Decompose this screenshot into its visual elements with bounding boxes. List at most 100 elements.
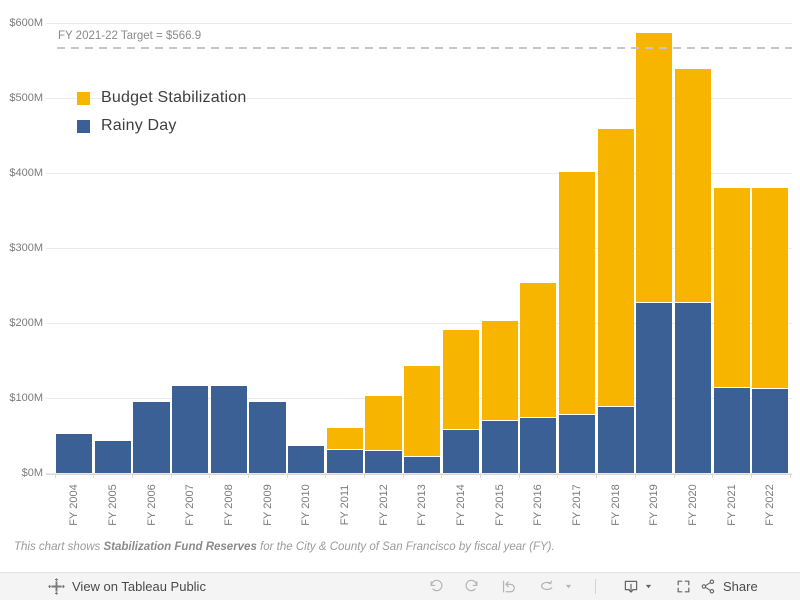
x-axis-label-fy-2017: FY 2017	[570, 484, 583, 526]
x-axis-tickmark	[480, 474, 482, 478]
tableau-logo-icon	[48, 578, 65, 595]
bar-segment-rainy-day-fy-2011[interactable]	[326, 449, 363, 474]
gridline-400	[46, 172, 792, 174]
x-axis-tickmark	[132, 474, 133, 478]
bar-segment-budget-stabilization-fy-2020[interactable]	[674, 69, 712, 302]
tableau-toolbar: View on Tableau Public	[0, 572, 800, 600]
bar-segment-rainy-day-fy-2009[interactable]	[249, 401, 286, 474]
bar-segment-budget-stabilization-fy-2015[interactable]	[481, 320, 518, 420]
x-axis-tickmark	[596, 474, 598, 478]
fullscreen-button[interactable]	[670, 573, 696, 600]
gridline-0	[46, 472, 792, 474]
x-axis-label-fy-2006: FY 2006	[145, 484, 158, 526]
legend-swatch-rainy-day	[77, 119, 90, 133]
bar-segment-rainy-day-fy-2015[interactable]	[481, 420, 518, 473]
fullscreen-icon	[677, 580, 689, 593]
download-menu-button[interactable]	[640, 573, 656, 600]
bar-segment-budget-stabilization-fy-2018[interactable]	[597, 128, 634, 406]
share-button[interactable]: Share	[700, 573, 758, 600]
legend-swatch-budget-stabilization	[77, 91, 90, 105]
x-axis-label-fy-2016: FY 2016	[532, 484, 545, 526]
gridline-300	[46, 247, 792, 249]
legend-item-budget-stabilization[interactable]: Budget Stabilization	[77, 87, 246, 109]
share-icon	[701, 579, 715, 594]
legend-label: Rainy Day	[101, 117, 177, 134]
x-axis-label-fy-2018: FY 2018	[609, 484, 622, 526]
bar-segment-rainy-day-fy-2008[interactable]	[210, 386, 247, 473]
x-axis-tickmark	[93, 474, 95, 478]
x-axis-label-fy-2021: FY 2021	[725, 484, 738, 526]
bar-segment-rainy-day-fy-2010[interactable]	[288, 446, 325, 473]
caret-down-icon	[645, 584, 651, 589]
bar-segment-budget-stabilization-fy-2021[interactable]	[713, 187, 750, 388]
redo-button[interactable]	[458, 573, 484, 600]
bar-segment-budget-stabilization-fy-2017[interactable]	[558, 172, 595, 415]
bar-segment-budget-stabilization-fy-2012[interactable]	[365, 395, 402, 451]
undo-button[interactable]	[423, 573, 449, 600]
caret-down-icon	[565, 584, 571, 589]
x-axis-label-fy-2011: FY 2011	[338, 484, 351, 526]
x-axis-label-fy-2012: FY 2012	[377, 484, 390, 526]
x-axis-label-fy-2019: FY 2019	[648, 484, 661, 526]
bar-segment-rainy-day-fy-2018[interactable]	[597, 407, 634, 473]
x-axis-tickmark	[364, 474, 365, 478]
bar-segment-budget-stabilization-fy-2016[interactable]	[520, 283, 557, 418]
redo-icon	[465, 579, 477, 592]
bar-segment-budget-stabilization-fy-2013[interactable]	[404, 365, 441, 456]
bar-segment-rainy-day-fy-2016[interactable]	[520, 418, 557, 474]
x-axis-tickmark	[402, 474, 404, 478]
y-axis-tick-500m: $500M	[9, 92, 43, 104]
toolbar-separator	[595, 579, 596, 594]
x-axis-label-fy-2014: FY 2014	[454, 484, 467, 526]
x-axis-tickmark	[673, 474, 675, 478]
x-axis-tickmark	[750, 474, 752, 478]
x-axis-label-fy-2008: FY 2008	[222, 484, 235, 526]
bar-segment-rainy-day-fy-2012[interactable]	[365, 451, 402, 474]
download-button[interactable]	[618, 573, 644, 600]
bar-segment-rainy-day-fy-2017[interactable]	[558, 415, 595, 474]
refresh-button[interactable]	[533, 573, 559, 600]
x-axis-label-fy-2007: FY 2007	[184, 484, 197, 526]
view-on-tableau-public-button[interactable]: View on Tableau Public	[48, 573, 206, 600]
bar-segment-rainy-day-fy-2021[interactable]	[713, 388, 750, 474]
refresh-menu-button[interactable]	[560, 573, 576, 600]
bar-segment-rainy-day-fy-2019[interactable]	[636, 302, 673, 474]
legend-label: Budget Stabilization	[101, 89, 247, 106]
legend: Budget Stabilization Rainy Day	[77, 87, 246, 143]
share-label: Share	[723, 579, 758, 594]
caption-text: This chart shows	[14, 541, 104, 553]
x-axis-label-fy-2013: FY 2013	[416, 484, 429, 526]
undo-icon	[430, 579, 442, 592]
download-icon	[624, 580, 638, 593]
bar-segment-rainy-day-fy-2022[interactable]	[752, 389, 789, 473]
bar-segment-budget-stabilization-fy-2014[interactable]	[442, 329, 479, 429]
bar-segment-rainy-day-fy-2005[interactable]	[94, 440, 131, 474]
bar-segment-rainy-day-fy-2014[interactable]	[442, 429, 479, 473]
bar-segment-rainy-day-fy-2013[interactable]	[404, 456, 441, 473]
bar-segment-budget-stabilization-fy-2022[interactable]	[752, 187, 789, 389]
x-axis-label-fy-2009: FY 2009	[261, 484, 274, 526]
replay-button[interactable]	[495, 573, 521, 600]
gridline-600	[46, 22, 792, 24]
bar-segment-rainy-day-fy-2007[interactable]	[172, 386, 209, 473]
view-on-tableau-public-label: View on Tableau Public	[72, 579, 206, 594]
x-axis-tickmark	[170, 474, 172, 478]
bar-segment-rainy-day-fy-2006[interactable]	[133, 401, 170, 474]
bar-segment-budget-stabilization-fy-2019[interactable]	[636, 32, 673, 302]
replay-icon	[502, 580, 515, 593]
x-axis-tickmark	[286, 474, 288, 478]
y-axis-tick-100m: $100M	[9, 392, 43, 404]
legend-item-rainy-day[interactable]: Rainy Day	[77, 115, 246, 137]
refresh-icon	[540, 580, 552, 591]
y-axis-tick-400m: $400M	[9, 167, 43, 179]
x-axis-line	[46, 473, 792, 475]
x-axis-label-fy-2004: FY 2004	[68, 484, 81, 526]
bar-segment-rainy-day-fy-2004[interactable]	[56, 434, 93, 473]
y-axis-tick-200m: $200M	[9, 317, 43, 329]
x-axis-tickmark	[518, 474, 520, 478]
y-axis-tick-300m: $300M	[9, 242, 43, 254]
bar-segment-rainy-day-fy-2020[interactable]	[674, 302, 712, 474]
caption-bold-text: Stabilization Fund Reserves	[103, 541, 257, 553]
bar-segment-budget-stabilization-fy-2011[interactable]	[326, 427, 363, 449]
caption-text-after: for the City & County of San Francisco b…	[256, 541, 555, 553]
